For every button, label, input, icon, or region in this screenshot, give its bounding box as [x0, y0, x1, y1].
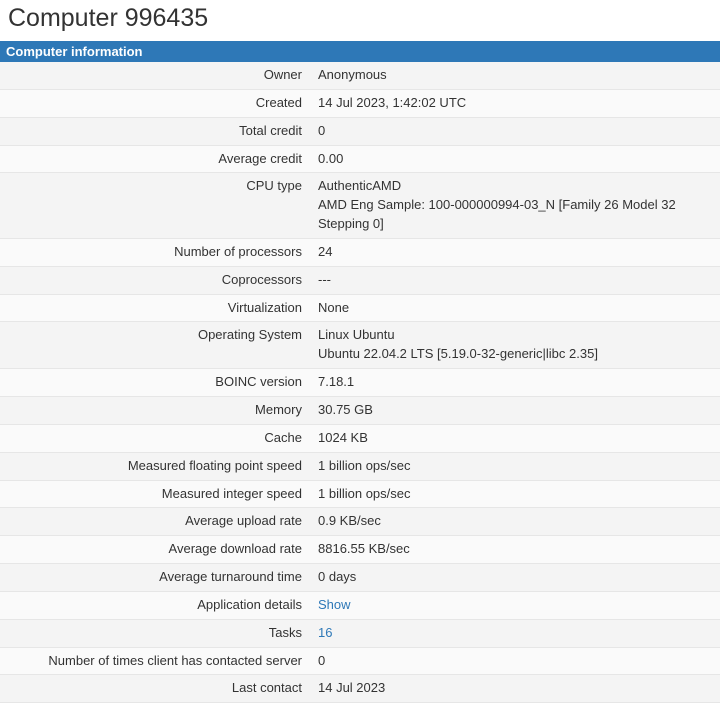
row-label: Owner: [0, 62, 310, 89]
row-label: CPU type: [0, 173, 310, 239]
row-label: Measured floating point speed: [0, 452, 310, 480]
row-label: Memory: [0, 396, 310, 424]
row-value-text: 30.75 GB: [318, 401, 712, 420]
row-value-text: 7.18.1: [318, 373, 712, 392]
row-value-text: 14 Jul 2023: [318, 679, 712, 698]
row-value-text: 1 billion ops/sec: [318, 457, 712, 476]
row-value: 0.9 KB/sec: [310, 508, 720, 536]
row-value: 1 billion ops/sec: [310, 452, 720, 480]
row-label: Operating System: [0, 322, 310, 369]
row-value-text: Linux Ubuntu: [318, 326, 712, 345]
info-table: Owner Anonymous Created 14 Jul 2023, 1:42:0…: [0, 62, 720, 703]
row-label: Application details: [0, 591, 310, 619]
row-value: 14 Jul 2023: [310, 675, 720, 703]
table-row: Measured integer speed 1 billion ops/sec: [0, 480, 720, 508]
row-value: 1024 KB: [310, 424, 720, 452]
row-label: Virtualization: [0, 294, 310, 322]
row-value-text: 24: [318, 243, 712, 262]
table-row: Application details Show: [0, 591, 720, 619]
row-value-text: 0 days: [318, 568, 712, 587]
row-value: 0 days: [310, 564, 720, 592]
table-row: BOINC version 7.18.1: [0, 369, 720, 397]
section-header: Computer information: [0, 41, 720, 62]
row-value: 1 billion ops/sec: [310, 480, 720, 508]
table-row: Created 14 Jul 2023, 1:42:02 UTC: [0, 89, 720, 117]
row-value-text-2: AMD Eng Sample: 100-000000994-03_N [Fami…: [318, 196, 712, 234]
row-label: Created: [0, 89, 310, 117]
row-value-text: 0: [318, 652, 712, 671]
row-label: Average download rate: [0, 536, 310, 564]
row-value-text: 0.9 KB/sec: [318, 512, 712, 531]
row-value: 16: [310, 619, 720, 647]
row-value-link[interactable]: Show: [318, 596, 712, 615]
table-row: CPU typeAuthenticAMDAMD Eng Sample: 100-…: [0, 173, 720, 239]
table-row: Last contact 14 Jul 2023: [0, 675, 720, 703]
row-label: Last contact: [0, 675, 310, 703]
row-value-text: ---: [318, 271, 712, 290]
row-label: Measured integer speed: [0, 480, 310, 508]
table-row: Average download rate 8816.55 KB/sec: [0, 536, 720, 564]
row-label: Number of times client has contacted ser…: [0, 647, 310, 675]
row-value: 24: [310, 238, 720, 266]
table-row: Virtualization None: [0, 294, 720, 322]
page-title: Computer 996435: [0, 0, 720, 41]
row-value: 30.75 GB: [310, 396, 720, 424]
row-label: Cache: [0, 424, 310, 452]
row-value: Linux UbuntuUbuntu 22.04.2 LTS [5.19.0-3…: [310, 322, 720, 369]
row-label: Average credit: [0, 145, 310, 173]
table-row: Average credit 0.00: [0, 145, 720, 173]
row-value: 0: [310, 117, 720, 145]
table-row: Measured floating point speed 1 billion o…: [0, 452, 720, 480]
table-row: Average upload rate 0.9 KB/sec: [0, 508, 720, 536]
row-value-text: 1 billion ops/sec: [318, 485, 712, 504]
row-value-text: 0: [318, 122, 712, 141]
row-value-text-2: Ubuntu 22.04.2 LTS [5.19.0-32-generic|li…: [318, 345, 712, 364]
table-row: Total credit 0: [0, 117, 720, 145]
table-row: Average turnaround time 0 days: [0, 564, 720, 592]
row-value-text: 1024 KB: [318, 429, 712, 448]
row-label: Tasks: [0, 619, 310, 647]
table-row: Owner Anonymous: [0, 62, 720, 89]
row-value: 14 Jul 2023, 1:42:02 UTC: [310, 89, 720, 117]
row-value: 0: [310, 647, 720, 675]
row-label: Total credit: [0, 117, 310, 145]
row-value: AuthenticAMDAMD Eng Sample: 100-00000099…: [310, 173, 720, 239]
row-label: Average upload rate: [0, 508, 310, 536]
table-row: Memory 30.75 GB: [0, 396, 720, 424]
row-value: 7.18.1: [310, 369, 720, 397]
row-value-text: AuthenticAMD: [318, 177, 712, 196]
row-value-link[interactable]: 16: [318, 624, 712, 643]
row-label: Coprocessors: [0, 266, 310, 294]
row-value: ---: [310, 266, 720, 294]
row-value: None: [310, 294, 720, 322]
row-value: 0.00: [310, 145, 720, 173]
row-value-text: 8816.55 KB/sec: [318, 540, 712, 559]
row-value: 8816.55 KB/sec: [310, 536, 720, 564]
row-value: Show: [310, 591, 720, 619]
table-row: Cache 1024 KB: [0, 424, 720, 452]
row-label: Average turnaround time: [0, 564, 310, 592]
table-row: Number of times client has contacted ser…: [0, 647, 720, 675]
row-label: Number of processors: [0, 238, 310, 266]
row-value: Anonymous: [310, 62, 720, 89]
row-value-text: 14 Jul 2023, 1:42:02 UTC: [318, 94, 712, 113]
table-row: Operating SystemLinux UbuntuUbuntu 22.04…: [0, 322, 720, 369]
table-row: Number of processors 24: [0, 238, 720, 266]
row-label: BOINC version: [0, 369, 310, 397]
table-row: Coprocessors ---: [0, 266, 720, 294]
row-value-text: None: [318, 299, 712, 318]
row-value-text: Anonymous: [318, 66, 712, 85]
row-value-text: 0.00: [318, 150, 712, 169]
table-row: Tasks 16: [0, 619, 720, 647]
